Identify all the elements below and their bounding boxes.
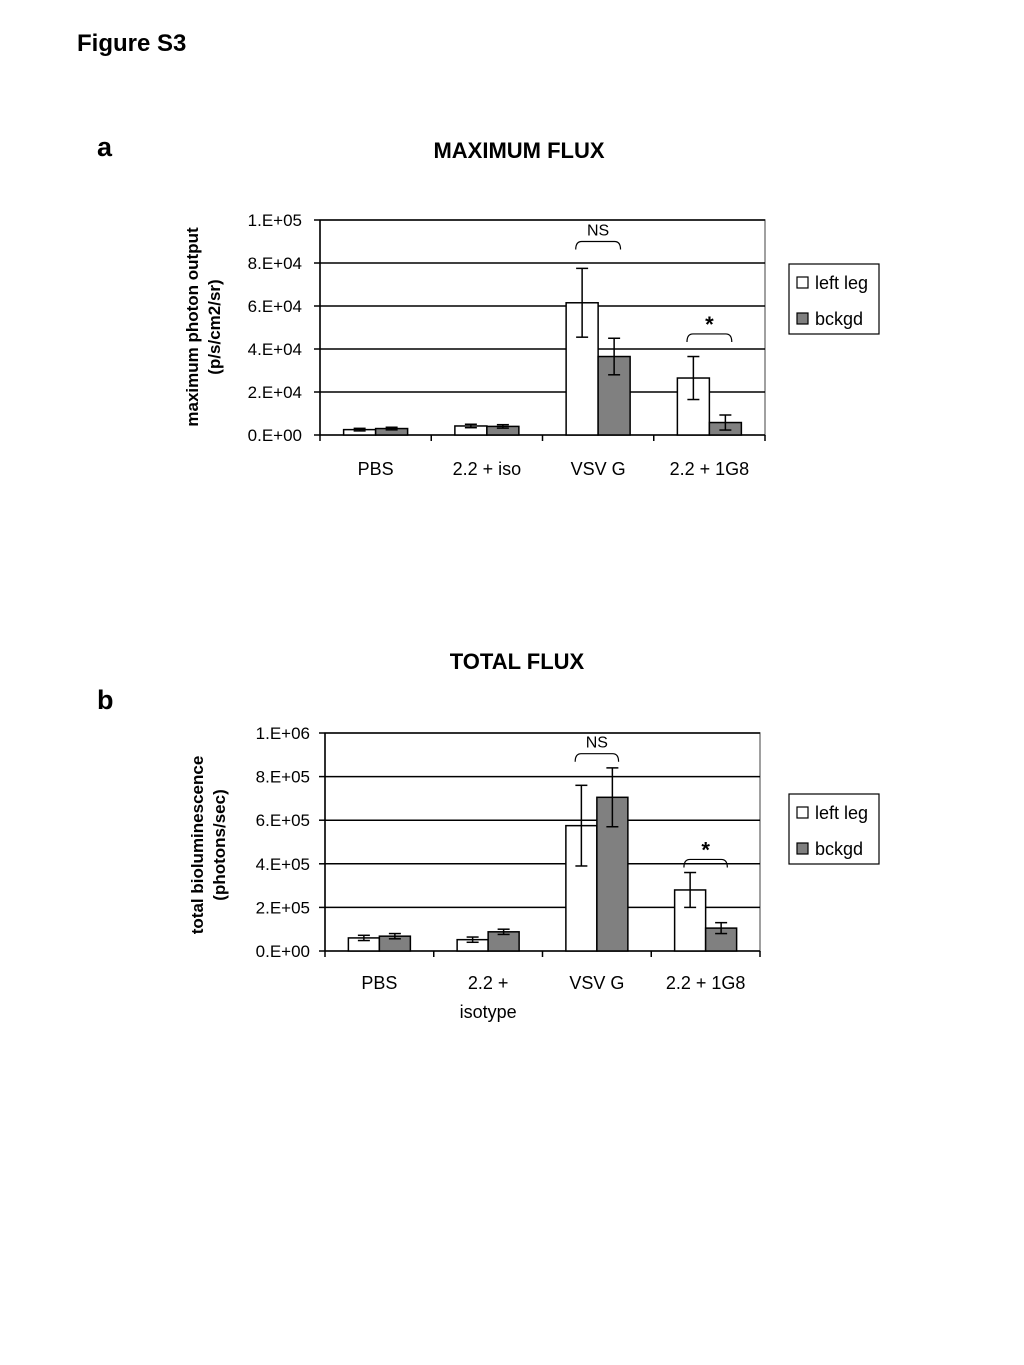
chart-title: TOTAL FLUX	[450, 649, 585, 674]
legend-swatch	[796, 312, 809, 325]
y-tick-label: 1.E+06	[256, 724, 310, 743]
y-tick-label: 0.E+00	[248, 426, 302, 445]
legend-label: left leg	[815, 273, 868, 293]
y-axis-label-line: total bioluminescence	[188, 756, 207, 935]
y-axis-label-line: (p/s/cm2/sr)	[205, 279, 224, 374]
x-category-label: 2.2 + iso	[453, 459, 522, 479]
y-tick-label: 0.E+00	[256, 942, 310, 961]
significance-label: NS	[586, 735, 608, 752]
y-tick-label: 2.E+05	[256, 898, 310, 917]
y-axis-label-line: (photons/sec)	[210, 789, 229, 900]
x-category-label: PBS	[361, 973, 397, 993]
y-axis-label-line: maximum photon output	[183, 227, 202, 427]
significance-label: *	[705, 312, 714, 337]
chart-title: MAXIMUM FLUX	[433, 138, 604, 163]
legend-swatch	[796, 842, 809, 855]
y-axis-label: total bioluminescence (photons/sec)	[188, 756, 229, 935]
y-tick-label: 8.E+05	[256, 768, 310, 787]
legend-label: bckgd	[815, 309, 863, 329]
y-tick-label: 2.E+04	[248, 383, 302, 402]
significance-bracket	[686, 333, 733, 342]
significance-bracket	[683, 858, 728, 868]
panel-label-b: b	[97, 685, 114, 715]
x-category-label: VSV G	[571, 459, 626, 479]
x-category-label: 2.2 + 1G8	[670, 459, 750, 479]
chart-maximum-flux: MAXIMUM FLUX maximum photon output (p/s/cm…	[183, 138, 880, 479]
panel-label-a: a	[97, 132, 113, 162]
chart-total-flux: TOTAL FLUX total bioluminescence (photons/…	[188, 649, 880, 1022]
legend-label: left leg	[815, 803, 868, 823]
x-category-label: PBS	[358, 459, 394, 479]
legend-label: bckgd	[815, 839, 863, 859]
y-tick-label: 6.E+04	[248, 297, 302, 316]
y-tick-label: 6.E+05	[256, 811, 310, 830]
y-tick-label: 8.E+04	[248, 254, 302, 273]
x-category-label: 2.2 + 1G8	[666, 973, 746, 993]
x-category-label: 2.2 +	[468, 973, 509, 993]
significance-bracket	[575, 240, 622, 250]
y-tick-label: 1.E+05	[248, 211, 302, 230]
significance-label: *	[701, 837, 710, 862]
legend-swatch	[796, 806, 809, 819]
y-tick-label: 4.E+04	[248, 340, 302, 359]
x-category-label: isotype	[460, 1002, 517, 1022]
x-category-label: VSV G	[569, 973, 624, 993]
significance-label: NS	[587, 223, 609, 240]
figure-title: Figure S3	[77, 30, 187, 57]
significance-bracket	[574, 753, 620, 762]
legend: left leg bckgd	[788, 263, 880, 335]
legend-swatch	[796, 276, 809, 289]
y-tick-label: 4.E+05	[256, 855, 310, 874]
y-axis-label: maximum photon output (p/s/cm2/sr)	[183, 227, 224, 427]
legend: left leg bckgd	[788, 793, 880, 865]
